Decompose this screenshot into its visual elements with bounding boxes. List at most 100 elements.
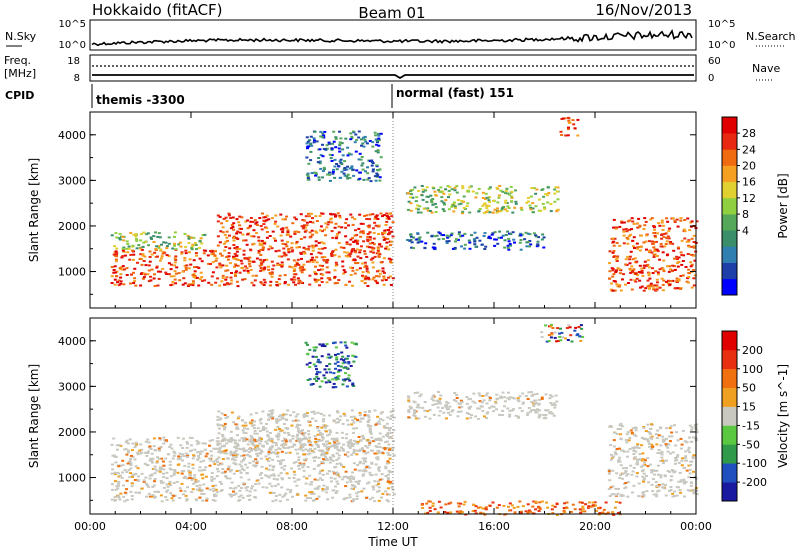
echo-cell — [628, 228, 631, 231]
echo-cell — [233, 247, 237, 250]
echo-cell — [629, 268, 633, 271]
echo-cell — [449, 501, 453, 504]
echo-cell — [316, 446, 320, 448]
echo-cell — [534, 402, 538, 405]
echo-cell — [607, 472, 611, 475]
echo-cell — [650, 240, 654, 243]
echo-cell — [290, 250, 294, 253]
echo-cell — [487, 235, 491, 238]
echo-cell — [634, 450, 638, 453]
echo-cell — [308, 436, 312, 439]
echo-cell — [110, 483, 114, 486]
echo-cell — [633, 279, 637, 282]
echo-cell — [245, 472, 249, 475]
echo-cell — [199, 469, 203, 472]
colorbar-segment — [722, 214, 737, 231]
echo-cell — [406, 192, 410, 195]
echo-cell — [290, 424, 294, 427]
echo-cell — [216, 437, 220, 440]
echo-cell — [259, 281, 263, 284]
echo-cell — [153, 480, 156, 483]
echo-cell — [387, 217, 391, 220]
echo-cell — [302, 434, 306, 437]
echo-cell — [608, 425, 612, 428]
echo-cell — [310, 411, 314, 414]
echo-cell — [424, 189, 428, 192]
echo-cell — [436, 400, 440, 403]
echo-cell — [431, 203, 435, 206]
echo-cell — [442, 192, 446, 195]
echo-cell — [659, 245, 663, 248]
echo-cell — [488, 399, 492, 402]
echo-cell — [351, 487, 355, 490]
echo-cell — [249, 435, 253, 438]
colorbar-segment — [722, 165, 737, 183]
echo-cell — [123, 448, 127, 451]
echo-cell — [272, 451, 276, 454]
echo-cell — [233, 252, 237, 255]
echo-cell — [292, 281, 296, 284]
echo-cell — [381, 419, 385, 422]
echo-cell — [238, 463, 242, 466]
echo-cell — [382, 236, 386, 239]
echo-cell — [545, 340, 549, 343]
echo-cell — [655, 278, 659, 281]
echo-cell — [153, 465, 157, 468]
echo-cell — [372, 440, 376, 443]
echo-cell — [246, 258, 250, 261]
echo-cell — [183, 282, 187, 285]
echo-cell — [303, 414, 307, 417]
echo-cell — [581, 505, 585, 508]
echo-cell — [223, 439, 227, 442]
echo-cell — [581, 335, 585, 338]
echo-cell — [512, 397, 516, 400]
echo-cell — [257, 448, 261, 451]
echo-cell — [442, 210, 446, 213]
echo-cell — [509, 186, 513, 188]
echo-cell — [666, 446, 670, 449]
echo-cell — [441, 238, 445, 240]
echo-cell — [550, 333, 554, 336]
echo-cell — [677, 256, 681, 259]
echo-cell — [439, 190, 443, 193]
echo-cell — [265, 467, 268, 470]
echo-cell — [272, 237, 276, 240]
echo-cell — [224, 216, 228, 219]
echo-cell — [262, 259, 266, 262]
echo-cell — [362, 136, 365, 139]
echo-cell — [535, 188, 539, 191]
echo-cell — [248, 440, 252, 443]
echo-cell — [641, 475, 645, 478]
echo-cell — [338, 130, 341, 133]
echo-cell — [386, 476, 390, 479]
echo-cell — [283, 218, 287, 221]
echo-cell — [225, 452, 229, 455]
echo-cell — [335, 445, 339, 448]
echo-cell — [269, 446, 272, 449]
echo-cell — [682, 228, 686, 231]
echo-cell — [465, 412, 469, 414]
echo-cell — [208, 488, 212, 491]
echo-cell — [145, 482, 149, 485]
echo-cell — [413, 186, 417, 189]
echo-cell — [455, 510, 459, 513]
echo-cell — [314, 437, 318, 440]
echo-cell — [232, 255, 235, 258]
echo-cell — [232, 490, 235, 493]
echo-cell — [310, 481, 314, 483]
echo-cell — [633, 426, 637, 429]
echo-cell — [655, 437, 659, 439]
echo-cell — [247, 260, 251, 263]
echo-cell — [488, 186, 492, 189]
echo-cell — [610, 456, 614, 459]
echo-cell — [518, 241, 522, 244]
echo-cell — [306, 140, 310, 143]
echo-cell — [656, 232, 660, 235]
echo-cell — [282, 254, 286, 257]
colorbar-segment — [722, 133, 737, 150]
echo-cell — [267, 414, 270, 417]
echo-cell — [347, 254, 351, 257]
echo-cell — [271, 409, 275, 412]
colorbar-segment — [722, 230, 737, 247]
echo-cell — [135, 443, 139, 446]
